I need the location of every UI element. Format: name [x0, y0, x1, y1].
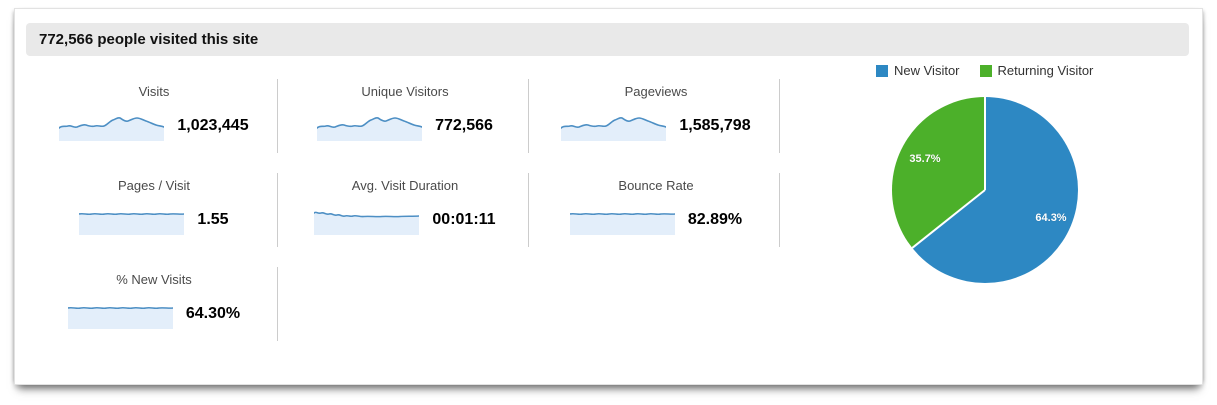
metric-value: 772,566	[435, 117, 493, 134]
sparkline	[569, 212, 675, 235]
metric-value: 1,585,798	[679, 117, 751, 134]
sparkline	[317, 116, 423, 141]
dashboard-panel: 772,566 people visited this site Visits …	[14, 8, 1203, 385]
pie-legend: New Visitor Returning Visitor	[876, 63, 1093, 78]
metric-value: 64.30%	[185, 305, 241, 322]
metric-value: 1,023,445	[177, 117, 249, 134]
sparkline	[79, 212, 185, 235]
metric-label: Avg. Visit Duration	[351, 178, 459, 193]
legend-item-new-visitor[interactable]: New Visitor	[876, 63, 960, 78]
metrics-grid: Visits 1,023,445 Unique Visitors 772,566…	[31, 79, 784, 361]
metric-label: Visits	[138, 84, 170, 99]
visitors-summary-bar: 772,566 people visited this site	[26, 23, 1189, 56]
pie-divider-top	[984, 97, 986, 190]
metric-value: 82.89%	[687, 211, 743, 228]
metric-value: 1.55	[197, 211, 229, 228]
metric-label: Bounce Rate	[618, 178, 694, 193]
metric-label: Pageviews	[624, 84, 688, 99]
sparkline	[561, 116, 667, 141]
sparkline	[67, 306, 173, 329]
legend-label: Returning Visitor	[997, 63, 1094, 78]
metric-pageviews[interactable]: Pageviews 1,585,798	[533, 79, 780, 153]
legend-item-returning-visitor[interactable]: Returning Visitor	[979, 63, 1094, 78]
pie-slice-label-returning-visitor: 35.7%	[909, 153, 941, 165]
metric-label: Unique Visitors	[361, 84, 449, 99]
sparkline	[59, 116, 165, 141]
metric-pages-per-visit[interactable]: Pages / Visit 1.55	[31, 173, 278, 247]
metric-avg-visit-duration[interactable]: Avg. Visit Duration 00:01:11	[282, 173, 529, 247]
metric-percent-new-visits[interactable]: % New Visits 64.30%	[31, 267, 278, 341]
metric-label: Pages / Visit	[117, 178, 191, 193]
metric-value: 00:01:11	[432, 211, 496, 228]
metric-bounce-rate[interactable]: Bounce Rate 82.89%	[533, 173, 780, 247]
legend-label: New Visitor	[894, 63, 960, 78]
pie-chart-area: 64.3% 35.7%	[892, 97, 1078, 283]
metric-visits[interactable]: Visits 1,023,445	[31, 79, 278, 153]
visitors-summary-title: 772,566 people visited this site	[39, 31, 259, 48]
pie-slice-label-new-visitor: 64.3%	[1035, 212, 1067, 224]
metric-unique-visitors[interactable]: Unique Visitors 772,566	[282, 79, 529, 153]
legend-swatch-new-visitor	[876, 64, 888, 77]
metric-label: % New Visits	[116, 272, 192, 287]
sparkline	[314, 211, 420, 235]
legend-swatch-returning-visitor	[979, 64, 992, 77]
